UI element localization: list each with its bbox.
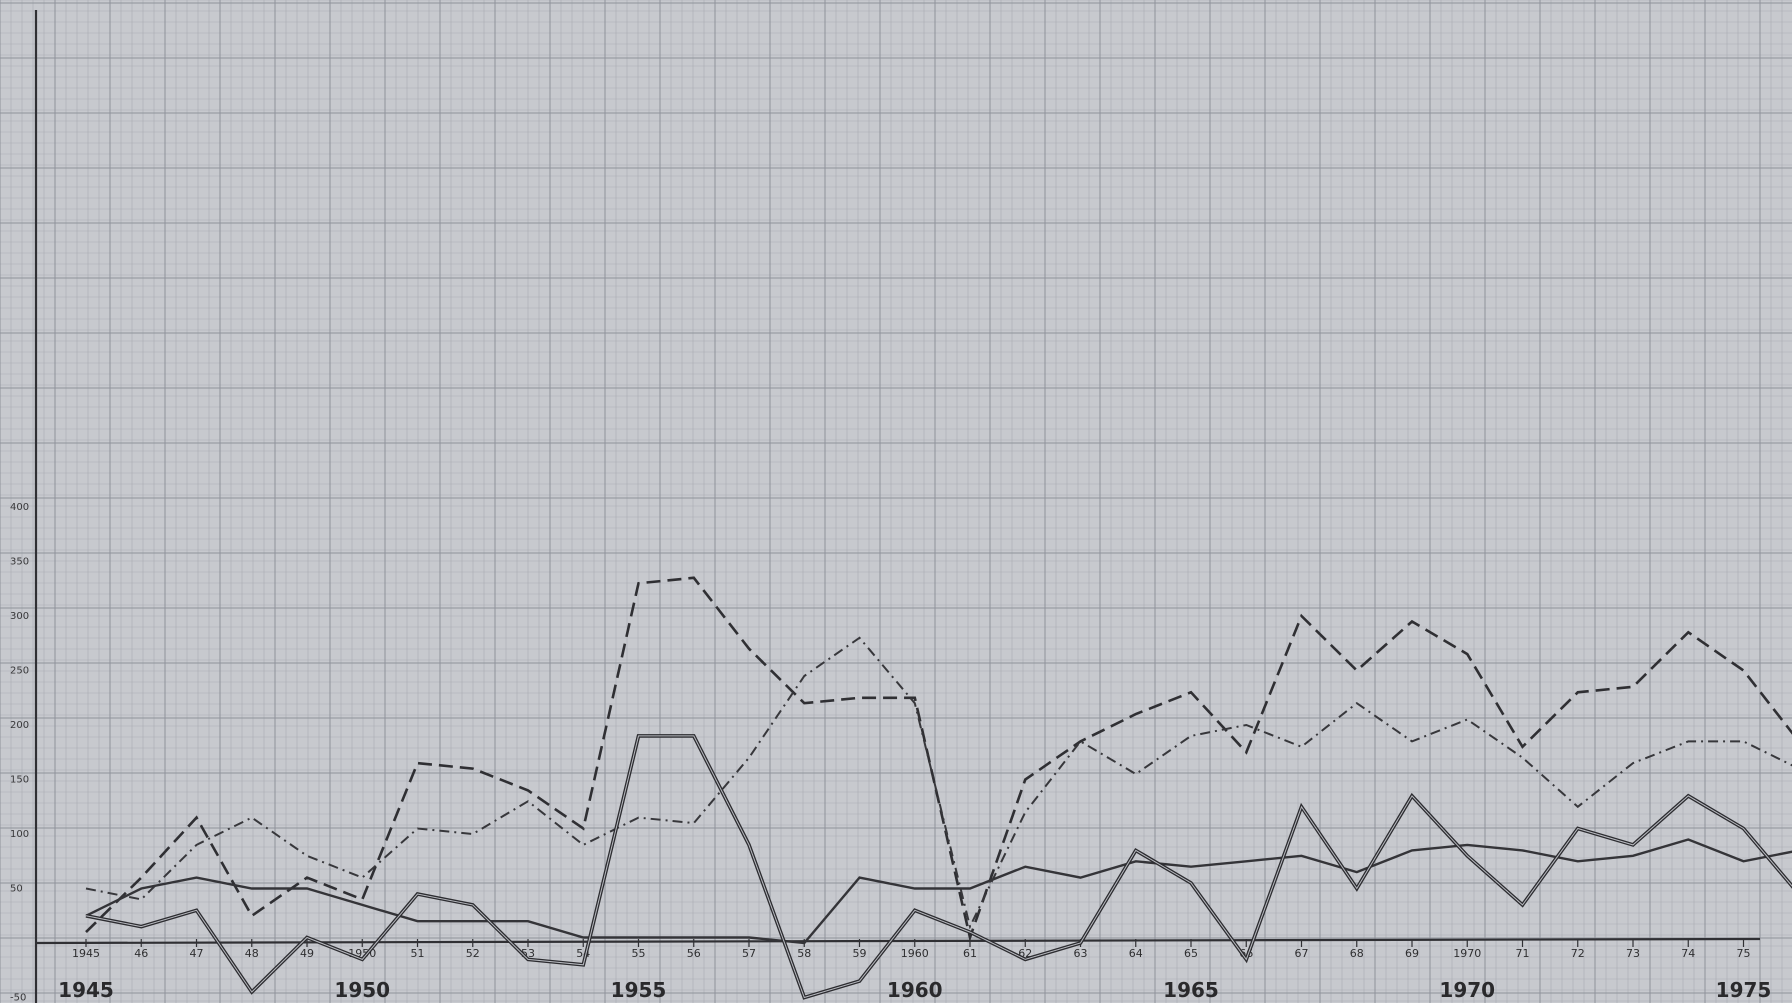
y-tick-label: 100 <box>10 829 29 840</box>
x-tick-label-small: 46 <box>134 947 148 960</box>
x-tick-label-small: 57 <box>742 947 756 960</box>
y-tick-label: 50 <box>10 884 23 895</box>
y-tick-label: 250 <box>10 666 29 677</box>
x-tick-label-major: 1975 <box>1716 978 1772 1002</box>
x-tick-label-major: 1970 <box>1439 978 1495 1002</box>
series-layer <box>85 576 1792 1000</box>
x-tick-label-small: 49 <box>300 947 314 960</box>
x-tick-label-major: 1950 <box>334 978 390 1002</box>
x-tick-label-small: 69 <box>1405 947 1419 960</box>
x-tick-label-small: 48 <box>245 947 259 960</box>
series-line-dashed <box>85 576 1792 943</box>
x-tick-label-major: 1955 <box>611 978 667 1002</box>
x-tick-label-small: 64 <box>1129 947 1143 960</box>
x-tick-label-small: 68 <box>1350 947 1364 960</box>
x-tick-label-small: 1970 <box>1453 947 1481 960</box>
y-tick-label: 350 <box>10 557 29 568</box>
x-tick-label-small: 75 <box>1737 947 1751 960</box>
x-tick-label-small: 56 <box>687 947 701 960</box>
x-tick-label-small: 63 <box>1074 947 1088 960</box>
y-tick-label: -50 <box>10 993 26 1003</box>
y-tick-labels: 400 350 300 250 200 150 100 50 -50 <box>10 502 29 1003</box>
x-tick-label-small: 47 <box>190 947 204 960</box>
x-tick-label-small: 65 <box>1184 947 1198 960</box>
x-tick-label-small: 59 <box>853 947 867 960</box>
series-line-solid-double-inner <box>85 735 1792 999</box>
x-tick-label-major: 1965 <box>1163 978 1219 1002</box>
y-tick-label: 400 <box>10 502 29 513</box>
x-tick-label-small: 55 <box>632 947 646 960</box>
x-tick-label-small: 58 <box>797 947 811 960</box>
x-tick-label-small: 61 <box>963 947 977 960</box>
y-tick-label: 300 <box>10 611 29 622</box>
x-tick-labels-major: 1945 1950 1955 1960 1965 1970 1975 <box>58 978 1771 1002</box>
x-tick-label-small: 1945 <box>72 947 100 960</box>
x-tick-label-small: 51 <box>411 947 425 960</box>
x-tick-label-small: 52 <box>466 947 480 960</box>
x-tick-label-small: 1960 <box>901 947 929 960</box>
y-tick-label: 150 <box>10 775 29 786</box>
series-line-solid-thin <box>85 838 1792 945</box>
x-tick-label-small: 73 <box>1626 947 1640 960</box>
series-line-dash-dot <box>85 636 1792 930</box>
x-tick-label-major: 1960 <box>887 978 943 1002</box>
x-tick-label-major: 1945 <box>58 978 114 1002</box>
x-tick-label-small: 74 <box>1681 947 1695 960</box>
y-tick-label: 200 <box>10 720 29 731</box>
x-tick-label-small: 72 <box>1571 947 1585 960</box>
x-tick-label-small: 67 <box>1295 947 1309 960</box>
x-tick-label-small: 71 <box>1516 947 1530 960</box>
